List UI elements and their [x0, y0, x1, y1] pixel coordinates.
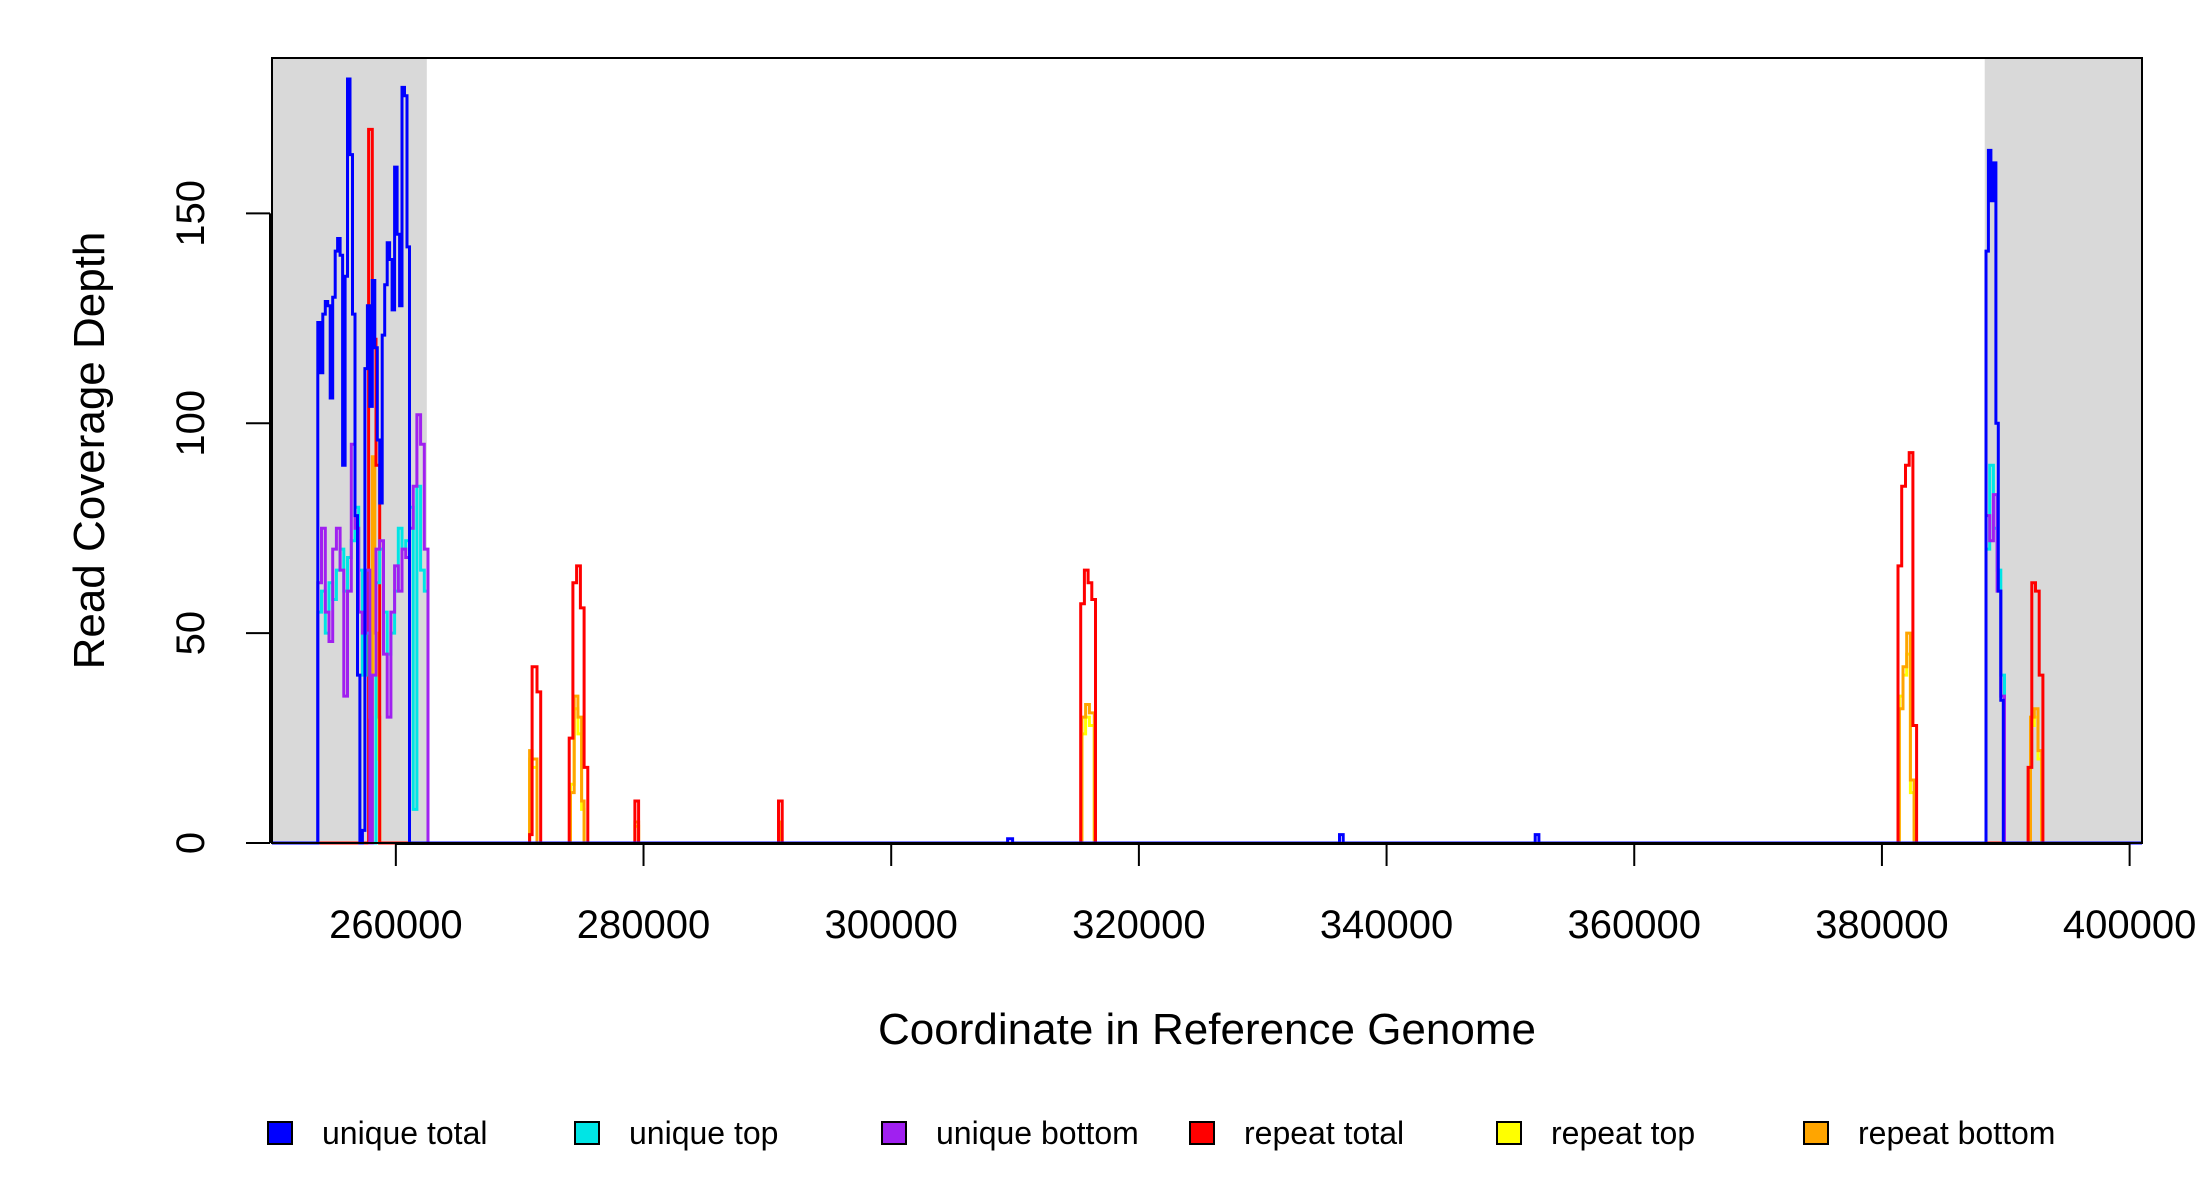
- plot-frame: [271, 57, 2143, 844]
- legend-item: unique total: [267, 1115, 487, 1151]
- shaded-region-0: [272, 58, 427, 843]
- series-lines: [272, 77, 2142, 845]
- x-tick-label: 280000: [577, 903, 710, 947]
- x-tick-label: 320000: [1072, 903, 1205, 947]
- legend-item: repeat top: [1496, 1115, 1695, 1151]
- legend-label: unique bottom: [936, 1115, 1139, 1151]
- y-tick-label: 100: [169, 390, 213, 457]
- x-tick-label: 260000: [329, 903, 462, 947]
- y-axis: 0 50 100 150: [169, 180, 271, 854]
- legend-swatch: [1803, 1121, 1829, 1145]
- legend-item: unique bottom: [881, 1115, 1139, 1151]
- legend-swatch: [1496, 1121, 1522, 1145]
- x-tick-label: 360000: [1568, 903, 1701, 947]
- series-line-2: [272, 127, 2142, 845]
- legend-label: repeat total: [1244, 1115, 1404, 1151]
- series-line-1: [272, 455, 2142, 845]
- shaded-regions: [272, 58, 2142, 843]
- y-tick-label: 50: [169, 611, 213, 656]
- y-tick-label: 150: [169, 180, 213, 247]
- x-tick-label: 340000: [1320, 903, 1453, 947]
- legend: unique total unique top unique bottom repea…: [267, 1115, 2055, 1151]
- legend-item: repeat total: [1189, 1115, 1404, 1151]
- legend-swatch: [1189, 1121, 1215, 1145]
- shaded-region-1: [1984, 58, 2142, 843]
- x-axis-title: Coordinate in Reference Genome: [878, 1005, 1536, 1054]
- legend-label: repeat bottom: [1858, 1115, 2055, 1151]
- x-axis: 260000 280000 300000 320000 340000 360000 3800…: [329, 843, 2196, 947]
- legend-swatch: [574, 1121, 600, 1145]
- x-tick-label: 300000: [824, 903, 957, 947]
- legend-swatch: [267, 1121, 293, 1145]
- legend-item: repeat bottom: [1803, 1115, 2055, 1151]
- y-tick-label: 0: [169, 832, 213, 854]
- y-axis-title: Read Coverage Depth: [65, 232, 114, 670]
- legend-label: unique top: [629, 1115, 778, 1151]
- legend-label: repeat top: [1551, 1115, 1695, 1151]
- legend-swatch: [881, 1121, 907, 1145]
- series-line-4: [272, 413, 2142, 845]
- x-tick-label: 400000: [2063, 903, 2196, 947]
- x-tick-label: 380000: [1815, 903, 1948, 947]
- legend-item: unique top: [574, 1115, 778, 1151]
- legend-label: unique total: [322, 1115, 487, 1151]
- series-line-5: [272, 77, 2142, 845]
- series-line-0: [272, 589, 2142, 845]
- series-line-3: [272, 463, 2142, 845]
